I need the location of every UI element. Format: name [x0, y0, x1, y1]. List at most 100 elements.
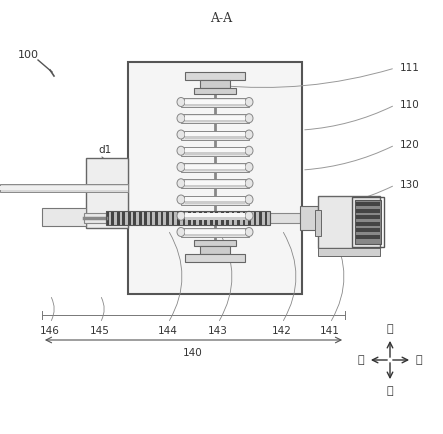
- Bar: [226, 211, 229, 225]
- Bar: [185, 72, 245, 80]
- Bar: [251, 211, 253, 225]
- Bar: [185, 168, 245, 171]
- Bar: [194, 240, 236, 246]
- Ellipse shape: [245, 227, 253, 237]
- Bar: [180, 211, 183, 225]
- Text: 110: 110: [400, 100, 420, 110]
- Text: 130: 130: [400, 180, 420, 190]
- Bar: [185, 164, 245, 168]
- Bar: [185, 181, 245, 185]
- Bar: [194, 211, 196, 225]
- Bar: [185, 201, 245, 204]
- Bar: [352, 197, 384, 247]
- Bar: [264, 211, 267, 225]
- Bar: [158, 211, 161, 225]
- Bar: [181, 131, 249, 139]
- Bar: [181, 163, 249, 172]
- Bar: [0, 186, 128, 190]
- Bar: [112, 211, 114, 225]
- Bar: [185, 136, 245, 138]
- Bar: [185, 213, 245, 217]
- Ellipse shape: [245, 195, 253, 204]
- Bar: [191, 211, 194, 225]
- Bar: [181, 114, 249, 123]
- Bar: [185, 99, 245, 103]
- Bar: [183, 211, 185, 225]
- Text: 111: 111: [400, 63, 420, 73]
- Bar: [232, 211, 234, 225]
- Text: 142: 142: [272, 326, 292, 336]
- Bar: [213, 211, 215, 225]
- Bar: [200, 80, 230, 88]
- Bar: [267, 211, 270, 225]
- Bar: [42, 208, 86, 226]
- Bar: [166, 211, 169, 225]
- Ellipse shape: [245, 146, 253, 155]
- Bar: [181, 228, 249, 237]
- Bar: [202, 211, 204, 225]
- Ellipse shape: [177, 227, 185, 237]
- Bar: [240, 211, 243, 225]
- Bar: [175, 211, 177, 225]
- Bar: [185, 120, 245, 122]
- Bar: [185, 230, 245, 233]
- Bar: [141, 211, 144, 225]
- Bar: [181, 147, 249, 156]
- Bar: [248, 211, 251, 225]
- Bar: [229, 211, 232, 225]
- Bar: [114, 211, 117, 225]
- Bar: [125, 211, 128, 225]
- Bar: [185, 211, 188, 225]
- Bar: [106, 211, 270, 225]
- Bar: [155, 211, 158, 225]
- Bar: [185, 197, 245, 201]
- Bar: [207, 211, 210, 225]
- Ellipse shape: [177, 98, 185, 106]
- Bar: [355, 200, 381, 244]
- Bar: [185, 152, 245, 155]
- Bar: [356, 202, 380, 206]
- Bar: [243, 211, 245, 225]
- Ellipse shape: [177, 114, 185, 123]
- Bar: [356, 234, 380, 239]
- Ellipse shape: [245, 98, 253, 106]
- Bar: [318, 196, 380, 248]
- Bar: [150, 211, 152, 225]
- Bar: [177, 211, 180, 225]
- Bar: [185, 185, 245, 187]
- Bar: [200, 246, 230, 254]
- Bar: [270, 213, 300, 223]
- Bar: [256, 211, 259, 225]
- Bar: [237, 211, 240, 225]
- Text: d1: d1: [98, 145, 111, 155]
- Bar: [0, 184, 128, 192]
- Text: 145: 145: [90, 326, 110, 336]
- Bar: [259, 211, 262, 225]
- Bar: [109, 211, 112, 225]
- Text: 左: 左: [358, 355, 364, 365]
- Ellipse shape: [177, 211, 185, 220]
- Bar: [234, 211, 237, 225]
- Ellipse shape: [245, 130, 253, 139]
- Ellipse shape: [245, 211, 253, 220]
- Bar: [139, 211, 141, 225]
- Ellipse shape: [177, 179, 185, 188]
- Bar: [144, 211, 147, 225]
- Ellipse shape: [245, 179, 253, 188]
- Bar: [185, 148, 245, 152]
- Bar: [185, 116, 245, 120]
- Ellipse shape: [177, 162, 185, 171]
- Bar: [181, 195, 249, 204]
- Bar: [181, 179, 249, 188]
- Text: 100: 100: [18, 50, 39, 60]
- Bar: [224, 211, 226, 225]
- Bar: [245, 211, 248, 225]
- Bar: [185, 217, 245, 220]
- Bar: [356, 215, 380, 219]
- Bar: [181, 98, 249, 107]
- Bar: [122, 211, 125, 225]
- Bar: [84, 213, 106, 223]
- Bar: [152, 211, 155, 225]
- Bar: [356, 208, 380, 213]
- Text: 140: 140: [183, 348, 203, 358]
